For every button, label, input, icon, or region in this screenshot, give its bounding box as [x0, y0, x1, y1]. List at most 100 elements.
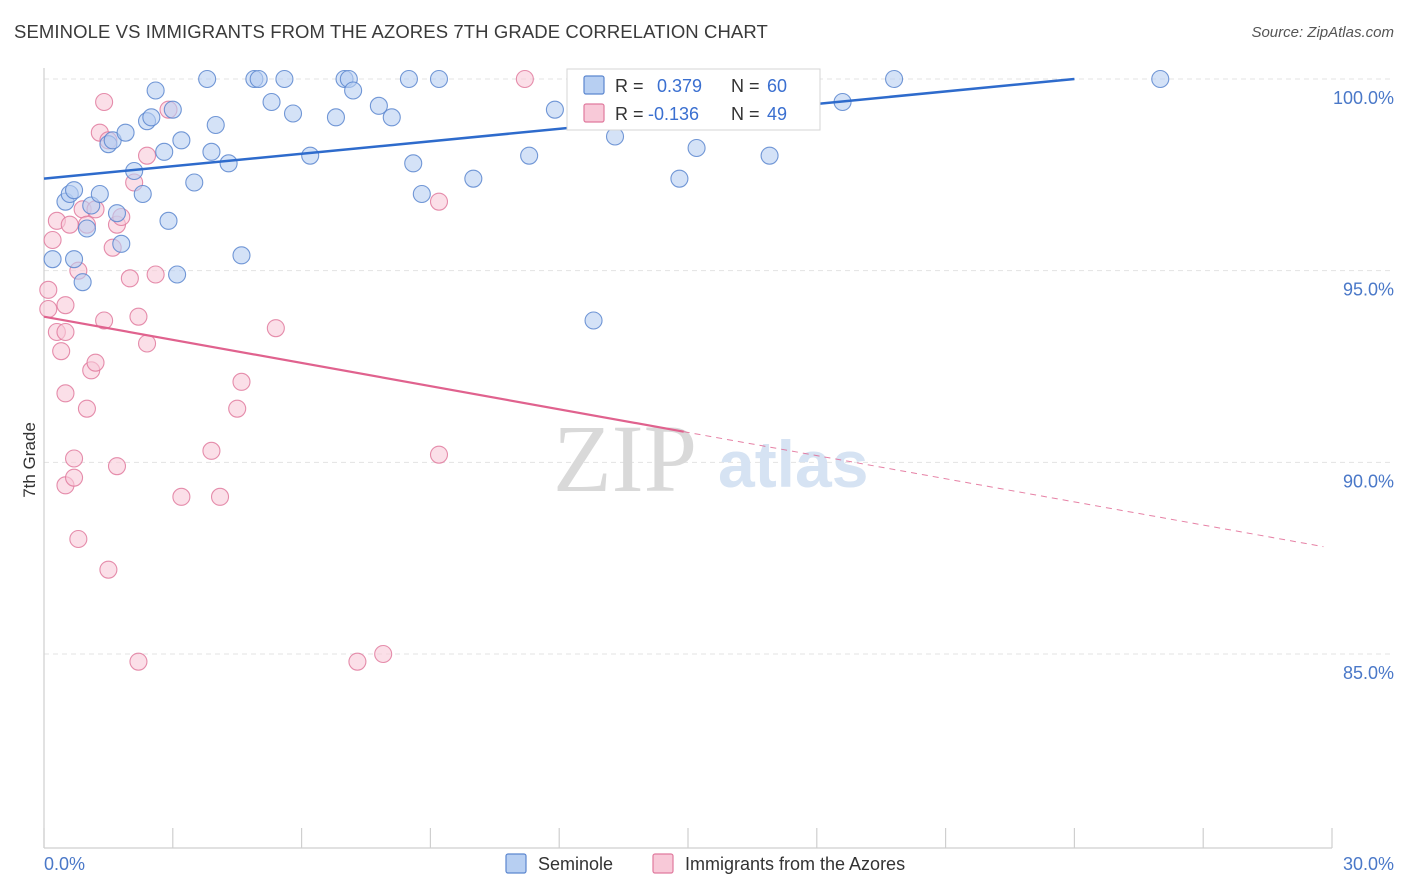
- legend-swatch-azores: [652, 853, 674, 874]
- y-tick-label: 100.0%: [1333, 88, 1394, 108]
- seminole-point: [301, 146, 320, 165]
- seminole-point: [382, 108, 401, 127]
- seminole-point: [65, 181, 84, 200]
- azores-point: [137, 146, 157, 165]
- x-tick-label-max: 30.0%: [1343, 854, 1394, 874]
- seminole-point: [202, 142, 221, 161]
- azores-point: [95, 92, 114, 112]
- azores-point: [56, 296, 75, 315]
- azores-point: [374, 644, 393, 664]
- seminole-point: [249, 69, 268, 89]
- legend-label-azores: Immigrants from the Azores: [685, 854, 905, 874]
- azores-point: [146, 265, 165, 284]
- watermark-zip: ZIP: [553, 405, 697, 512]
- azores-point: [228, 399, 247, 418]
- y-tick-label: 95.0%: [1343, 280, 1394, 300]
- azores-point: [137, 334, 157, 353]
- azores-point: [202, 441, 221, 460]
- seminole-point: [206, 115, 225, 135]
- azores-point: [86, 353, 105, 372]
- seminole-point: [163, 100, 182, 119]
- stats-r-label-1: R =: [615, 76, 644, 96]
- azores-point: [266, 319, 285, 338]
- trend-lines: [43, 77, 1324, 548]
- seminole-point: [198, 69, 217, 89]
- seminole-trend-line: [43, 77, 1075, 180]
- azores-point: [172, 487, 191, 506]
- grid-lines: [44, 78, 1394, 655]
- seminole-point: [73, 273, 92, 292]
- source-note: Source: ZipAtlas.com: [1251, 24, 1394, 41]
- seminole-point: [185, 173, 204, 192]
- seminole-point: [464, 169, 483, 188]
- azores-points: [39, 69, 534, 671]
- stats-swatch-azores: [583, 103, 605, 123]
- seminole-point: [219, 154, 238, 173]
- azores-point: [95, 311, 114, 330]
- azores-point: [56, 384, 75, 403]
- seminole-point: [77, 219, 96, 238]
- azores-trend-line: [43, 315, 684, 433]
- seminole-point: [262, 92, 281, 112]
- y-tick-label: 90.0%: [1343, 471, 1394, 491]
- stats-r-label-2: R =: [615, 104, 644, 124]
- azores-point: [107, 457, 127, 476]
- x-tick-label-min: 0.0%: [44, 854, 85, 874]
- azores-point: [348, 652, 367, 671]
- legend: Seminole Immigrants from the Azores: [505, 853, 905, 874]
- azores-point: [52, 342, 71, 361]
- azores-point: [210, 487, 230, 506]
- seminole-point: [65, 250, 84, 269]
- watermark-atlas: atlas: [718, 427, 868, 501]
- watermark: ZIP atlas: [553, 405, 868, 512]
- y-tick-labels: 85.0% 90.0% 95.0% 100.0%: [1333, 88, 1394, 683]
- seminole-point: [326, 108, 345, 127]
- azores-point: [56, 322, 75, 342]
- seminole-point: [146, 81, 165, 100]
- seminole-point: [283, 104, 303, 123]
- stats-r-value-2: -0.136: [648, 104, 699, 124]
- stats-box-frame: [566, 68, 821, 131]
- seminole-point: [520, 146, 539, 165]
- seminole-point: [687, 138, 706, 158]
- seminole-point: [155, 142, 174, 161]
- y-axis-label: 7th Grade: [20, 422, 39, 498]
- seminole-point: [275, 69, 294, 89]
- azores-point: [120, 269, 139, 288]
- azores-trend-extension: [683, 431, 1324, 548]
- y-tick-label: 85.0%: [1343, 663, 1394, 683]
- stats-swatch-seminole: [583, 75, 605, 95]
- seminole-point: [760, 146, 779, 165]
- seminole-point: [116, 123, 135, 142]
- seminole-point: [412, 184, 431, 204]
- seminole-point: [885, 69, 904, 89]
- stats-n-label-1: N =: [731, 76, 760, 96]
- seminole-point: [168, 265, 187, 284]
- azores-point: [77, 399, 96, 418]
- azores-point: [232, 372, 251, 391]
- azores-point: [69, 529, 88, 549]
- seminole-point: [605, 127, 625, 146]
- azores-point: [429, 445, 449, 464]
- seminole-point: [232, 246, 251, 265]
- azores-point: [65, 449, 84, 468]
- seminole-point: [90, 184, 109, 204]
- azores-point: [129, 307, 148, 326]
- seminole-point: [133, 184, 152, 204]
- azores-point: [39, 299, 58, 319]
- seminole-point: [107, 204, 127, 223]
- legend-swatch-seminole: [505, 853, 527, 874]
- azores-point: [65, 468, 84, 487]
- seminole-point: [142, 108, 161, 127]
- azores-point: [99, 560, 118, 579]
- seminole-point: [429, 69, 449, 89]
- seminole-point: [670, 169, 689, 188]
- seminole-point: [584, 311, 603, 330]
- seminole-point: [159, 211, 178, 230]
- azores-point: [129, 652, 148, 671]
- seminole-point: [545, 100, 564, 119]
- seminole-point: [399, 69, 418, 89]
- stats-r-value-1: 0.379: [657, 76, 702, 96]
- stats-n-value-2: 49: [767, 104, 787, 124]
